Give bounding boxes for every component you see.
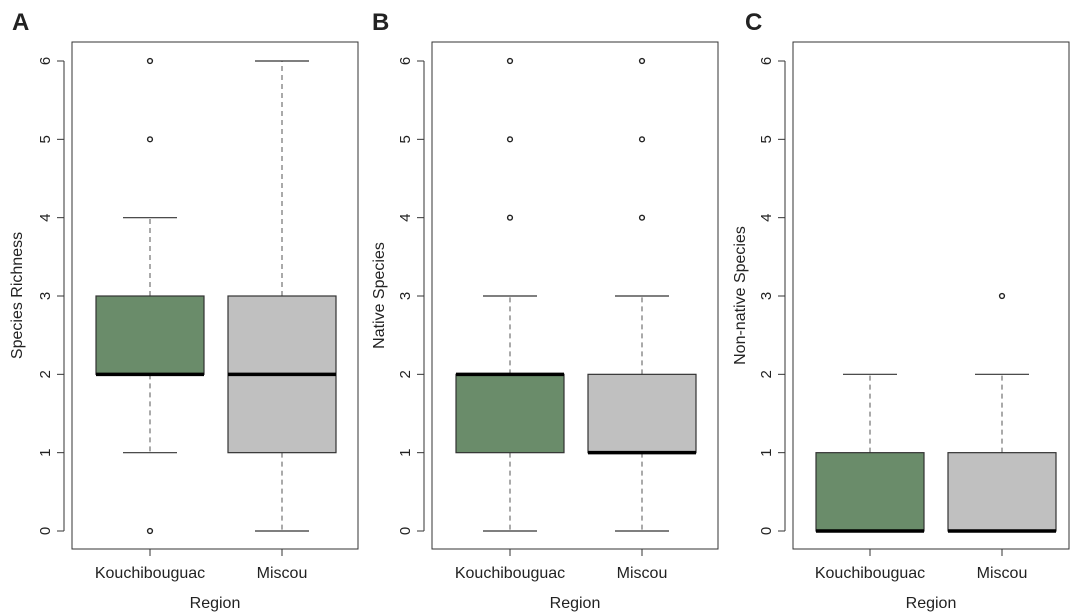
iqr-box <box>588 374 696 452</box>
x-axis-title: Region <box>550 595 601 612</box>
box-kouchibouguac <box>456 59 564 531</box>
y-tick-label: 4 <box>37 213 54 221</box>
x-tick-label: Miscou <box>257 565 308 582</box>
panel-label: A <box>12 9 29 36</box>
y-tick-label: 6 <box>37 57 54 65</box>
x-tick-label: Miscou <box>977 565 1028 582</box>
x-axis-title: Region <box>190 595 241 612</box>
y-tick-label: 6 <box>397 57 414 65</box>
y-tick-label: 5 <box>37 135 54 143</box>
x-tick-label: Miscou <box>617 565 668 582</box>
y-axis-title: Species Richness <box>9 232 26 359</box>
box-miscou <box>948 294 1056 531</box>
iqr-box <box>948 453 1056 531</box>
outlier-point <box>148 59 153 64</box>
outlier-point <box>640 59 645 64</box>
y-tick-label: 4 <box>758 213 775 221</box>
iqr-box <box>456 374 564 452</box>
panel-a: A 0 1 2 3 4 5 6 Species Richness Kouchibouguac Mis… <box>9 9 358 612</box>
outlier-point <box>640 137 645 142</box>
y-tick-label: 4 <box>397 213 414 221</box>
x-tick-label: Kouchibouguac <box>815 565 925 582</box>
y-tick-label: 3 <box>37 292 54 300</box>
y-tick-label: 5 <box>397 135 414 143</box>
outlier-point <box>148 529 153 534</box>
y-axis-title: Native Species <box>371 242 388 349</box>
outlier-point <box>508 215 513 220</box>
x-tick-label: Kouchibouguac <box>95 565 205 582</box>
panel-label: B <box>372 9 389 36</box>
y-tick-label: 1 <box>758 448 775 456</box>
outlier-point <box>640 215 645 220</box>
box-miscou <box>588 59 696 531</box>
box-kouchibouguac <box>96 59 204 534</box>
outlier-point <box>148 137 153 142</box>
box-kouchibouguac <box>816 374 924 531</box>
panel-c: C 0 1 2 3 4 5 6 Non-native Species Kouchibouguac M… <box>732 9 1069 612</box>
y-tick-label: 3 <box>397 292 414 300</box>
y-tick-label: 2 <box>397 370 414 378</box>
x-axis-title: Region <box>906 595 957 612</box>
plot-frame <box>432 42 718 549</box>
y-tick-label: 2 <box>758 370 775 378</box>
panel-b: B 0 1 2 3 4 5 6 Native Species Kouchibouguac Misco… <box>371 9 718 612</box>
iqr-box <box>96 296 204 374</box>
y-tick-label: 1 <box>37 448 54 456</box>
y-tick-label: 0 <box>37 527 54 535</box>
panel-label: C <box>745 9 762 36</box>
y-tick-label: 0 <box>758 527 775 535</box>
y-tick-label: 0 <box>397 527 414 535</box>
x-tick-label: Kouchibouguac <box>455 565 565 582</box>
y-tick-label: 1 <box>397 448 414 456</box>
outlier-point <box>508 137 513 142</box>
outlier-point <box>1000 294 1005 299</box>
y-tick-label: 3 <box>758 292 775 300</box>
iqr-box <box>816 453 924 531</box>
y-axis-title: Non-native Species <box>732 226 749 365</box>
y-tick-label: 2 <box>37 370 54 378</box>
outlier-point <box>508 59 513 64</box>
y-tick-label: 6 <box>758 57 775 65</box>
y-tick-label: 5 <box>758 135 775 143</box>
box-miscou <box>228 61 336 531</box>
